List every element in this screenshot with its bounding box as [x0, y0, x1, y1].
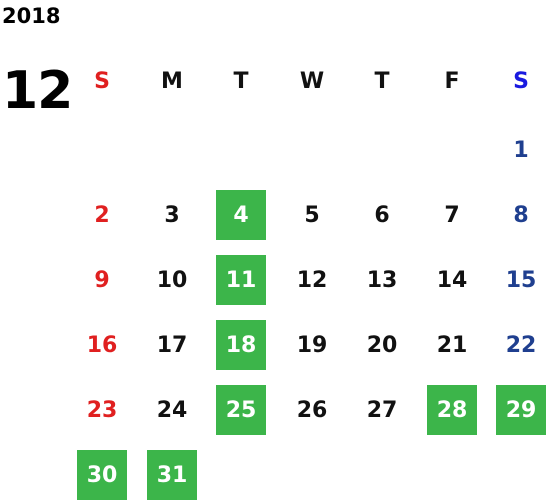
day-cell-20[interactable]: 20 — [366, 332, 398, 358]
day-cell-25[interactable]: 25 — [216, 385, 266, 435]
day-cell-9[interactable]: 9 — [94, 267, 110, 293]
day-cell-31[interactable]: 31 — [147, 450, 197, 500]
day-cell-24[interactable]: 24 — [156, 397, 188, 423]
day-cell-21[interactable]: 21 — [436, 332, 468, 358]
day-cell-3[interactable]: 3 — [164, 202, 180, 228]
day-cell-12[interactable]: 12 — [296, 267, 328, 293]
day-cell-14[interactable]: 14 — [436, 267, 468, 293]
weekday-mon: M — [161, 68, 183, 94]
day-cell-30[interactable]: 30 — [77, 450, 127, 500]
day-cell-27[interactable]: 27 — [366, 397, 398, 423]
day-cell-22[interactable]: 22 — [505, 332, 537, 358]
year-label: 2018 — [2, 4, 61, 28]
month-number: 12 — [2, 61, 73, 121]
day-cell-10[interactable]: 10 — [156, 267, 188, 293]
day-cell-1[interactable]: 1 — [513, 137, 529, 163]
day-cell-23[interactable]: 23 — [86, 397, 118, 423]
day-cell-19[interactable]: 19 — [296, 332, 328, 358]
day-cell-26[interactable]: 26 — [296, 397, 328, 423]
day-cell-18[interactable]: 18 — [216, 320, 266, 370]
weekday-thu: T — [374, 68, 390, 94]
day-cell-17[interactable]: 17 — [156, 332, 188, 358]
day-cell-13[interactable]: 13 — [366, 267, 398, 293]
day-cell-11[interactable]: 11 — [216, 255, 266, 305]
day-cell-5[interactable]: 5 — [304, 202, 320, 228]
weekday-sat: S — [513, 68, 529, 94]
day-cell-4[interactable]: 4 — [216, 190, 266, 240]
weekday-fri: F — [444, 68, 460, 94]
day-cell-7[interactable]: 7 — [444, 202, 460, 228]
day-cell-15[interactable]: 15 — [505, 267, 537, 293]
day-cell-6[interactable]: 6 — [374, 202, 390, 228]
day-cell-8[interactable]: 8 — [513, 202, 529, 228]
weekday-tue: T — [233, 68, 249, 94]
weekday-sun: S — [94, 68, 110, 94]
day-cell-28[interactable]: 28 — [427, 385, 477, 435]
day-cell-29[interactable]: 29 — [496, 385, 546, 435]
day-cell-16[interactable]: 16 — [86, 332, 118, 358]
weekday-wed: W — [299, 68, 325, 94]
day-cell-2[interactable]: 2 — [94, 202, 110, 228]
